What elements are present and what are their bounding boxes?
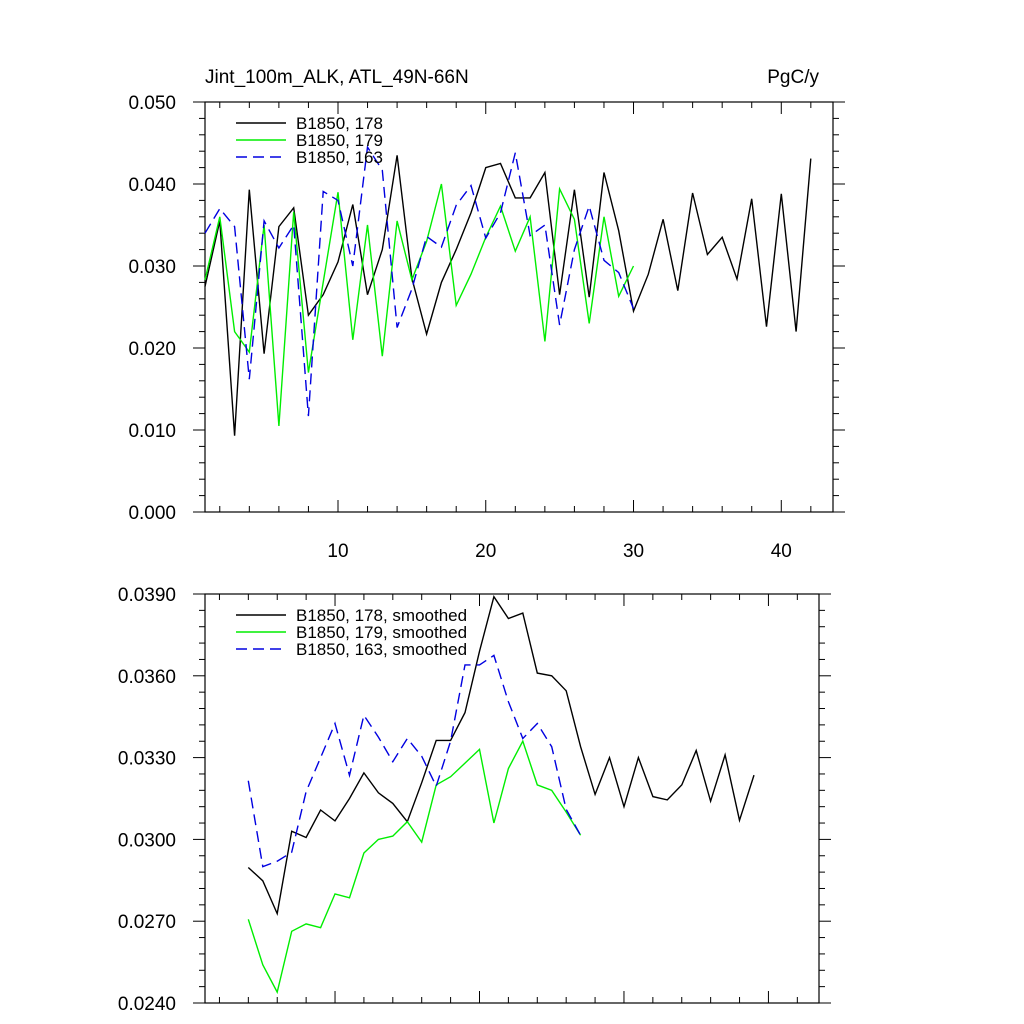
y-tick-label: 0.0240 <box>118 994 176 1015</box>
series-line-1 <box>204 155 812 436</box>
y-tick-label: 0.0330 <box>118 749 176 770</box>
chart-panel-1: 10 20 30 40 0.000 0.010 0.020 0.030 0.040 0.050 B1… <box>128 67 845 562</box>
x-tick-label: 40 <box>771 541 792 562</box>
series-line-1 <box>247 595 755 916</box>
series-line-2 <box>247 739 582 995</box>
y-tick-label: 0.0360 <box>118 667 176 688</box>
y-tick-label: 0.040 <box>128 175 176 196</box>
legend-entry: B1850, 179, smoothed <box>296 623 467 642</box>
y-tick-label: 0.020 <box>128 339 176 360</box>
series-line-3 <box>204 145 635 417</box>
series-line-3 <box>247 654 582 868</box>
y-tick-label: 0.050 <box>128 93 176 114</box>
legend-entry: B1850, 178 <box>296 114 383 133</box>
y-tick-label: 0.030 <box>128 257 176 278</box>
chart-panel-2: 0.0240 0.0270 0.0300 0.0330 0.0360 0.0390 B185… <box>118 585 831 1015</box>
y-tick-label: 0.000 <box>128 503 176 524</box>
x-tick-label: 20 <box>475 541 496 562</box>
units-label: PgC/y <box>767 67 819 88</box>
legend-entry: B1850, 179 <box>296 131 383 150</box>
legend-entry: B1850, 178, smoothed <box>296 606 467 625</box>
y-tick-label: 0.0390 <box>118 585 176 606</box>
y-tick-label: 0.0270 <box>118 912 176 933</box>
legend-entry: B1850, 163, smoothed <box>296 640 467 659</box>
chart-title: Jint_100m_ALK, ATL_49N-66N <box>205 67 469 88</box>
plot-frame <box>204 101 834 513</box>
y-tick-label: 0.0300 <box>118 830 176 851</box>
plot-frame <box>204 593 820 1004</box>
y-tick-label: 0.010 <box>128 421 176 442</box>
x-tick-label: 10 <box>327 541 348 562</box>
legend-entry: B1850, 163 <box>296 148 383 167</box>
x-tick-label: 30 <box>623 541 644 562</box>
